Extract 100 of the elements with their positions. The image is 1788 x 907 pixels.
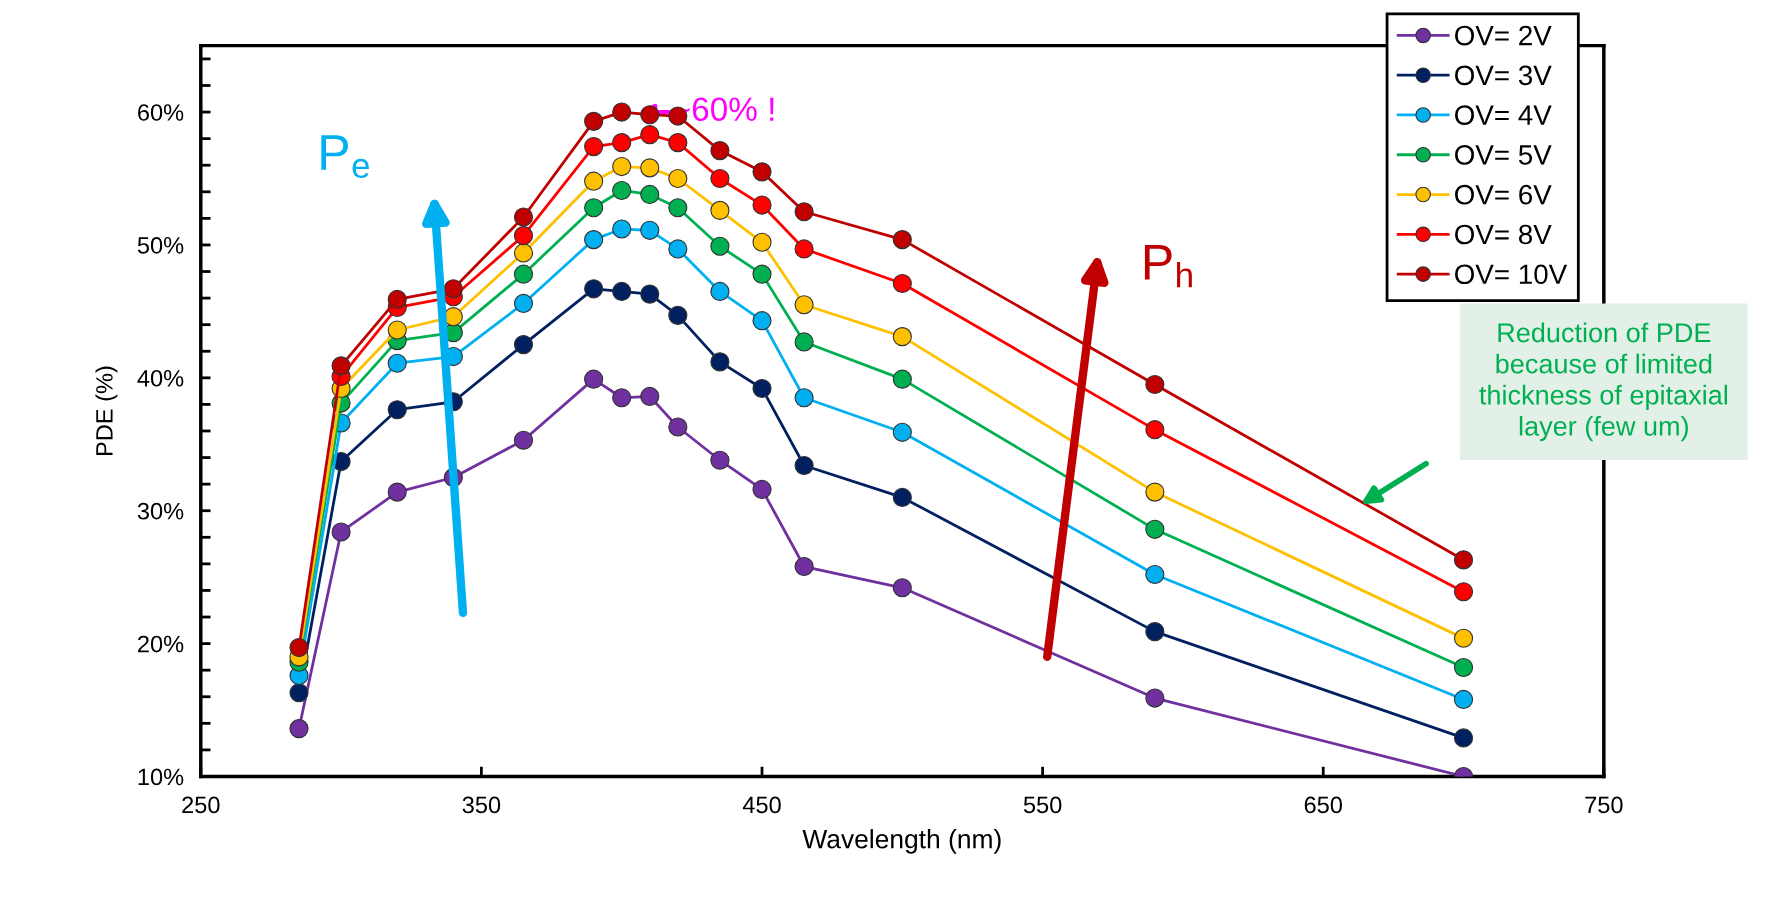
y-axis-title: PDE (%) xyxy=(95,366,118,456)
point xyxy=(1453,689,1474,709)
point xyxy=(892,273,912,294)
point xyxy=(794,295,814,315)
point xyxy=(612,156,632,177)
point xyxy=(1145,519,1165,539)
point xyxy=(513,293,534,313)
point xyxy=(752,479,772,500)
point xyxy=(710,141,730,161)
point xyxy=(387,353,407,373)
point xyxy=(640,220,660,240)
y-tick-label: 60% xyxy=(138,104,184,121)
point xyxy=(668,133,688,153)
y-tick-label: 40% xyxy=(137,369,184,387)
annotation: P$_{h}$ xyxy=(1144,245,1192,288)
legend-label: OV= 4V xyxy=(1455,105,1552,125)
point xyxy=(584,230,604,250)
point xyxy=(584,198,604,218)
point xyxy=(612,281,632,302)
point xyxy=(710,236,730,256)
point xyxy=(513,207,534,227)
point xyxy=(794,202,814,222)
point xyxy=(584,279,604,299)
x-axis-title: Wavelength (nm) xyxy=(802,829,1001,854)
point xyxy=(289,638,309,658)
point xyxy=(752,264,772,284)
point xyxy=(1453,550,1474,570)
legend-label: OV= 8V xyxy=(1455,224,1552,245)
point xyxy=(710,450,730,470)
point xyxy=(710,168,730,189)
x-tick-label: 650 xyxy=(1304,796,1342,814)
point xyxy=(1145,564,1165,585)
point xyxy=(513,335,534,355)
point xyxy=(892,327,912,347)
point xyxy=(612,102,632,122)
point xyxy=(513,243,534,263)
point xyxy=(513,226,534,246)
point xyxy=(1145,420,1165,440)
point xyxy=(892,422,912,442)
point xyxy=(387,289,407,310)
point xyxy=(668,168,688,189)
point xyxy=(794,388,814,408)
point xyxy=(584,137,604,157)
x-tick-label: 550 xyxy=(1023,796,1062,814)
point xyxy=(612,133,632,153)
annotation: Reduction of PDE because of limited thickness of epitaxial layer (few um) xyxy=(1479,322,1727,442)
point xyxy=(668,417,688,437)
legend-label: OV= 10V xyxy=(1455,264,1568,285)
x-tick-label: 350 xyxy=(462,796,501,814)
legend-label: OV= 2V xyxy=(1455,25,1552,46)
point xyxy=(710,200,730,220)
point xyxy=(1145,374,1165,395)
point xyxy=(584,111,604,131)
point xyxy=(1145,622,1165,642)
point xyxy=(794,455,814,476)
point xyxy=(640,125,660,145)
point xyxy=(752,378,772,399)
point xyxy=(387,400,407,420)
point xyxy=(892,369,912,389)
point xyxy=(1453,657,1474,678)
point xyxy=(668,198,688,218)
y-tick-label: 30% xyxy=(137,502,184,520)
point xyxy=(289,719,309,739)
x-tick-label: 750 xyxy=(1585,796,1623,814)
annotation: P$_{e}$ xyxy=(321,135,369,179)
point xyxy=(752,232,772,252)
x-tick-label: 450 xyxy=(742,796,781,814)
point xyxy=(612,180,632,201)
point xyxy=(710,281,730,302)
point xyxy=(752,162,772,182)
point xyxy=(668,305,688,325)
point xyxy=(513,264,534,284)
point xyxy=(1145,482,1165,502)
point xyxy=(752,311,772,331)
point xyxy=(1453,728,1474,748)
point xyxy=(1453,628,1474,648)
x-tick-label: 250 xyxy=(182,796,220,814)
point xyxy=(331,522,351,542)
point xyxy=(794,332,814,352)
point xyxy=(640,184,660,205)
legend-label: OV= 3V xyxy=(1455,65,1552,86)
point xyxy=(892,230,912,250)
point xyxy=(443,307,463,327)
point xyxy=(387,482,407,502)
point xyxy=(640,386,660,407)
point xyxy=(640,284,660,304)
y-tick-label: 50% xyxy=(137,237,184,254)
point xyxy=(794,239,814,259)
point xyxy=(710,352,730,372)
legend-label: OV= 6V xyxy=(1455,184,1552,205)
point xyxy=(289,683,309,703)
point xyxy=(640,105,660,125)
point xyxy=(1145,688,1165,708)
annotation: ~60% ! xyxy=(673,97,774,122)
point xyxy=(668,239,688,259)
point xyxy=(513,430,534,450)
point xyxy=(612,219,632,239)
point xyxy=(1453,582,1474,602)
point xyxy=(443,279,463,299)
point xyxy=(584,171,604,191)
